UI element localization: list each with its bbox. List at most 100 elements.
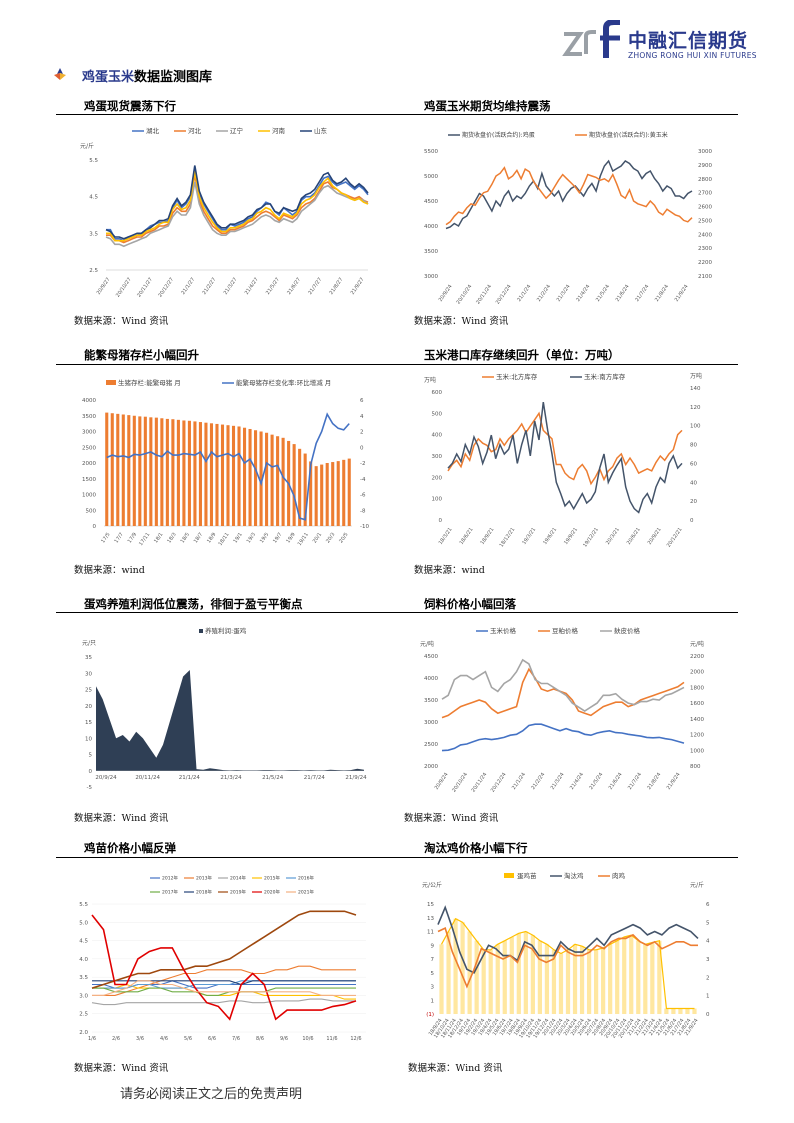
y-axis-label-right: 元/斤 xyxy=(690,881,704,889)
y-tick-label-left: 2500 xyxy=(82,445,96,451)
chart-chick-price: 5.5 5.0 4.5 4.0 3.5 3.0 2.5 2.01/6 2/6 3/6 4/6 5/6 6… xyxy=(79,875,366,1042)
y-tick-label-right: 2900 xyxy=(698,163,712,169)
bar xyxy=(516,933,521,1014)
y-tick-label: 5.5 xyxy=(89,158,98,164)
bar xyxy=(303,453,307,526)
y-tick-label-left: 4500 xyxy=(424,199,438,205)
y-tick-label-right: 3000 xyxy=(698,149,712,155)
x-tick-label: 21/9/27 xyxy=(350,277,366,296)
y-tick-label: 0 xyxy=(89,769,93,775)
y-tick-label-right: -6 xyxy=(360,493,366,499)
bar xyxy=(215,423,219,526)
y-tick-label: 3.5 xyxy=(89,231,98,237)
x-tick-label: 20/9/24 xyxy=(95,775,117,781)
panel-title-egg-corn-futures: 鸡蛋玉米期货均维持震荡 xyxy=(424,99,551,113)
y-tick-label-left: 3 xyxy=(431,985,435,991)
y-tick-label-left: 0 xyxy=(93,524,97,530)
legend-label: 河北 xyxy=(188,127,202,135)
bar xyxy=(692,1008,697,1014)
y-tick-label-right: 20 xyxy=(690,499,697,505)
x-tick-label: 20/12/27 xyxy=(157,277,175,299)
y-tick-label-left: 0 xyxy=(439,518,443,524)
legend-label: 2018年 xyxy=(196,889,212,896)
x-tick-label: 19/9/21 xyxy=(563,527,579,546)
y-tick-label-left: 15 xyxy=(427,902,434,908)
logo-text-cn: 中融汇信期货 xyxy=(628,30,749,52)
bar xyxy=(143,416,147,526)
panel-title-corn-port-stock: 玉米港口库存继续回升（单位：万吨） xyxy=(424,348,620,362)
legend-label: 山东 xyxy=(314,126,328,135)
y-tick-label-left: 5000 xyxy=(424,174,438,180)
x-tick-label: 21/5/27 xyxy=(265,277,281,296)
y-tick-label-left: 4000 xyxy=(424,224,438,230)
y-tick-label: 5.5 xyxy=(79,902,88,908)
legend-label: 2017年 xyxy=(162,889,178,896)
y-tick-label-right: 2300 xyxy=(698,246,712,252)
y-tick-label-right: 2700 xyxy=(698,191,712,197)
source-corn-port-stock: 数据来源：wind xyxy=(414,565,485,576)
series-line xyxy=(447,411,683,486)
y-tick-label-left: 500 xyxy=(86,508,97,514)
y-tick-label-left: 300 xyxy=(432,454,443,460)
bar xyxy=(237,426,241,526)
chart-corn-port-stock: 万吨万吨600500400300200100014012010080604020… xyxy=(424,372,702,549)
legend-label: 麸皮价格 xyxy=(614,626,641,635)
y-tick-label-left: 4000 xyxy=(82,398,96,404)
x-tick-label: 20/6/21 xyxy=(626,527,642,546)
x-tick-label: 11/6 xyxy=(326,1036,337,1042)
bar xyxy=(586,949,592,1014)
x-tick-label: 19/12/21 xyxy=(582,527,600,549)
y-tick-label: 2.5 xyxy=(79,1012,88,1018)
source-egg-corn-futures: 数据来源：Wind 资讯 xyxy=(414,316,509,327)
y-tick-label: 2.5 xyxy=(89,268,98,274)
bar xyxy=(309,461,313,526)
y-tick-label-left: 3500 xyxy=(424,698,438,704)
bar xyxy=(320,464,324,526)
y-tick-label-left: 3500 xyxy=(424,249,438,255)
x-tick-label: 20/9/27 xyxy=(96,277,112,296)
bar xyxy=(453,918,458,1014)
x-tick-label: 20/5 xyxy=(338,532,349,545)
x-tick-label: 18/11 xyxy=(217,532,230,547)
x-tick-label: 21/8/27 xyxy=(328,277,344,296)
bar xyxy=(460,922,465,1014)
x-tick-label: 21/4/24 xyxy=(569,772,585,791)
source-layer-profit: 数据来源：Wind 资讯 xyxy=(74,813,169,824)
source-egg-spot: 数据来源：Wind 资讯 xyxy=(74,316,169,327)
bar xyxy=(276,436,280,526)
bar xyxy=(270,434,274,526)
x-tick-label: 20/9/21 xyxy=(647,527,663,546)
footer-disclaimer: 请务必阅读正文之后的免责声明 xyxy=(120,1087,303,1102)
y-tick-label-right: 6 xyxy=(706,902,710,908)
bar xyxy=(325,463,329,526)
bar xyxy=(292,444,296,526)
bar xyxy=(138,416,142,526)
y-tick-label-right: 60 xyxy=(690,461,697,467)
x-tick-label: 21/6/27 xyxy=(286,277,302,296)
y-tick-label-right: -10 xyxy=(360,524,369,530)
series-line xyxy=(92,983,356,1000)
bar xyxy=(160,418,164,526)
y-tick-label-left: 5500 xyxy=(424,149,438,155)
panel-divider xyxy=(56,612,738,613)
series-line xyxy=(91,914,357,1021)
bar xyxy=(204,422,208,526)
y-tick-label-right: 140 xyxy=(690,386,701,392)
panel-title-sow-inventory: 能繁母猪存栏小幅回升 xyxy=(84,348,199,362)
legend-label: 2014年 xyxy=(230,875,246,882)
y-tick-label-right: 2400 xyxy=(698,232,712,238)
series-line xyxy=(92,980,356,986)
y-tick-label-right: 2 xyxy=(706,975,710,981)
bar xyxy=(657,940,662,1014)
bar xyxy=(502,940,507,1014)
x-tick-label: 21/2/27 xyxy=(201,277,217,296)
legend-label: 蛋鸡苗 xyxy=(517,871,537,880)
bar xyxy=(530,935,535,1014)
bar xyxy=(643,944,648,1014)
y-tick-label-right: 1000 xyxy=(690,748,704,754)
x-tick-label: 21/7/24 xyxy=(627,772,643,791)
bar xyxy=(132,415,136,526)
panel-title-layer-profit: 蛋鸡养殖利润低位震荡，徘徊于盈亏平衡点 xyxy=(84,597,303,611)
bar xyxy=(509,937,514,1014)
y-tick-label: 3.5 xyxy=(79,975,88,981)
